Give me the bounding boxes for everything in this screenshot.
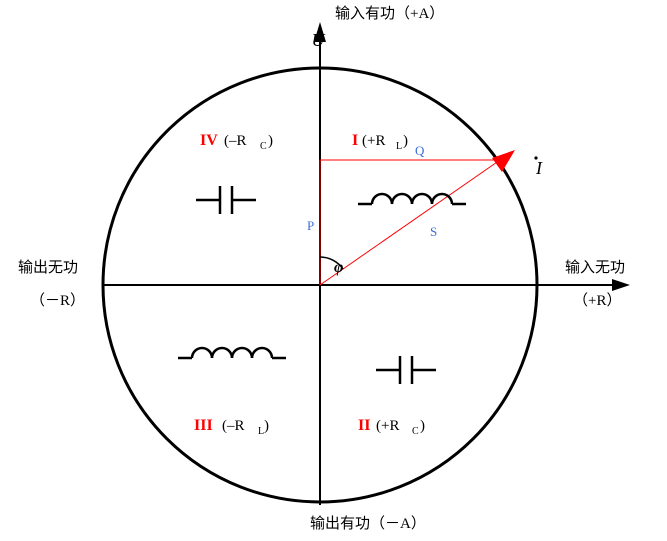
q4-close: ) — [420, 418, 425, 434]
power-triangle — [320, 150, 515, 285]
s-label: S — [430, 224, 437, 239]
capacitor-icon-q4 — [376, 356, 436, 384]
left-axis-label-2: （－R） — [30, 292, 85, 309]
i-vector-arrow — [492, 150, 515, 172]
q1-sub: L — [396, 141, 402, 152]
inductor-icon-q3 — [178, 348, 286, 358]
bottom-axis-label: 输出有功（－A） — [310, 515, 426, 532]
right-axis-label-1: 输入无功 — [565, 259, 625, 276]
q2-paren: (–R — [224, 133, 247, 149]
q4-roman: II — [358, 417, 370, 434]
capacitor-icon-q2 — [196, 186, 256, 214]
top-axis-label: 输入有功（+A） — [335, 5, 444, 22]
q3-paren: (–R — [222, 418, 245, 434]
q3-close: ) — [264, 418, 269, 434]
i-vector-label: I — [535, 158, 543, 178]
q1-roman: I — [352, 132, 358, 149]
q1-paren: (+R — [362, 133, 385, 149]
u-axis-label: U — [312, 30, 326, 50]
inductor-icon-q1 — [358, 194, 466, 204]
q4-paren: (+R — [376, 418, 399, 434]
left-axis-label-1: 输出无功 — [18, 259, 78, 276]
phi-label: φ — [334, 259, 343, 276]
q-label: Q — [415, 143, 425, 158]
q2-roman: IV — [200, 132, 218, 149]
right-axis-label-2: （+R） — [573, 292, 621, 309]
four-quadrant-power-diagram: U I φ P Q S 输入有功（+A） 输出有功（－A） 输入无功 （+R） … — [0, 0, 667, 541]
horizontal-axis-arrow — [612, 279, 630, 291]
p-label: P — [307, 218, 314, 233]
q2-sub: C — [260, 141, 267, 152]
q3-roman: III — [194, 417, 213, 434]
q1-close: ) — [403, 133, 408, 149]
q4-sub: C — [412, 426, 419, 437]
q2-close: ) — [268, 133, 273, 149]
triangle-side-s — [320, 160, 500, 285]
